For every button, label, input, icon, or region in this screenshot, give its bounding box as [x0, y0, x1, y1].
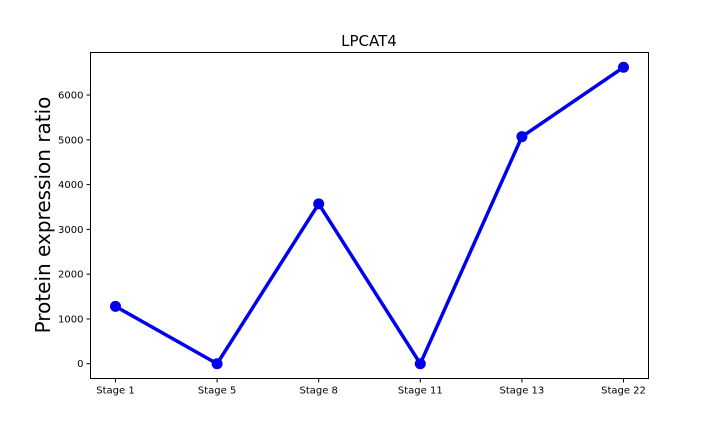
data-point — [516, 131, 528, 143]
data-point — [414, 358, 426, 370]
data-point — [618, 61, 629, 73]
y-tick-label: 3000 — [58, 225, 83, 236]
y-tick-label: 1000 — [58, 314, 83, 325]
chart-title: LPCAT4 — [341, 32, 397, 50]
y-tick-label: 6000 — [58, 91, 83, 102]
data-point — [110, 300, 121, 312]
y-axis-ticks: 0 1000 2000 3000 4000 5000 6000 — [58, 91, 91, 370]
x-tick-label: Stage 22 — [601, 386, 646, 397]
y-tick-label: 5000 — [58, 135, 83, 146]
x-tick-label: Stage 13 — [499, 386, 544, 397]
plot-area-frame — [90, 52, 649, 379]
x-tick-label: Stage 5 — [198, 386, 236, 397]
x-tick-label: Stage 8 — [299, 386, 337, 397]
series-layer — [110, 61, 629, 370]
x-tick-label: Stage 1 — [96, 386, 134, 397]
data-point — [211, 358, 223, 370]
series-line — [114, 65, 625, 366]
x-tick-label: Stage 11 — [398, 386, 443, 397]
y-axis-label: Protein expression ratio — [31, 97, 55, 334]
y-tick-label: 0 — [77, 359, 83, 370]
y-tick-label: 4000 — [58, 180, 83, 191]
y-tick-label: 2000 — [58, 270, 83, 281]
data-point — [313, 198, 325, 210]
x-axis-ticks: Stage 1 Stage 5 Stage 8 Stage 11 Stage 13 Sta… — [96, 378, 646, 397]
